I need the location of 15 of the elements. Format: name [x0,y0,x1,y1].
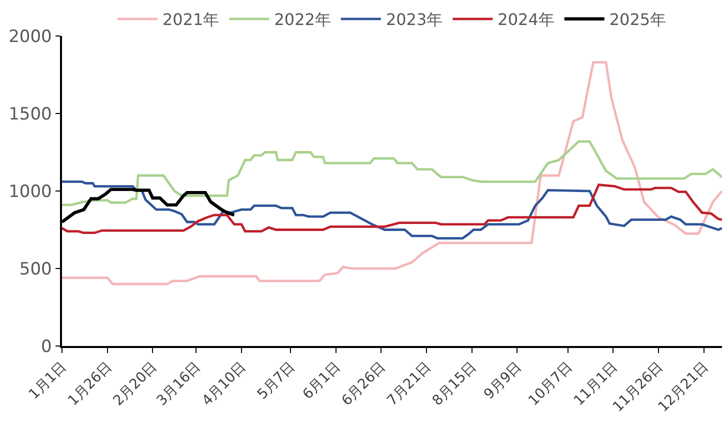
legend-label: 2023年 [386,10,443,30]
x-tick-label: 4月10日 [199,359,250,410]
y-tick-label: 1500 [8,104,52,124]
x-tick-label: 5月7日 [254,359,298,403]
y-tick-label: 500 [19,259,52,280]
x-tick-label: 9月9日 [481,359,525,403]
x-tick-label: 6月1日 [300,359,344,403]
legend-label: 2024年 [498,10,554,30]
legend-label: 2022年 [274,10,331,30]
x-tick-label: 8月15日 [430,359,480,410]
legend-label: 2021年 [162,10,220,30]
legend-label: 2025年 [609,10,666,30]
y-tick-label: 2000 [8,26,52,47]
y-tick-label: 1000 [8,182,52,202]
y-tick-label: 0 [41,336,52,357]
